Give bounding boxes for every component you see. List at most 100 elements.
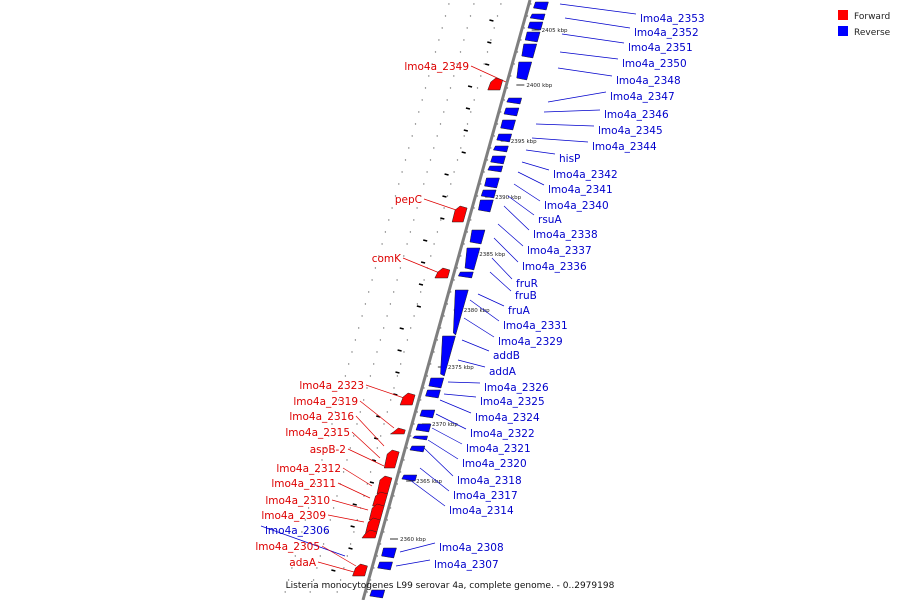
scale-tick-label: 2395 kbp — [511, 139, 537, 145]
reverse-label-leader — [521, 161, 550, 171]
scale-dot — [493, 135, 495, 137]
scale-dot — [334, 411, 336, 413]
scale-dot — [364, 303, 367, 305]
reverse-gene-label: lmo4a_2336 — [522, 261, 587, 273]
forward-gene-label: lmo4a_2305 — [255, 541, 320, 553]
reverse-label-leader — [559, 51, 619, 60]
scale-dot — [449, 87, 452, 89]
reverse-label-leader — [477, 293, 505, 307]
scale-tick-label: 2400 kbp — [526, 83, 552, 89]
scale-dot — [418, 111, 420, 113]
scale-dot — [324, 447, 326, 449]
minor-tick — [397, 349, 402, 352]
forward-label-leader — [342, 467, 373, 487]
scale-tick-label: 2370 kbp — [432, 422, 458, 428]
scale-tick-label: 2390 kbp — [495, 195, 521, 201]
scale-dot — [383, 423, 385, 425]
scale-dot — [374, 267, 377, 269]
scale-dot — [294, 555, 296, 557]
minor-tick — [463, 129, 469, 132]
reverse-gene-label: lmo4a_2314 — [449, 505, 514, 517]
scale-dot — [420, 399, 422, 401]
minor-tick — [467, 85, 473, 88]
scale-dot — [312, 579, 315, 581]
legend-swatch-forward — [838, 10, 848, 20]
scale-dot — [413, 423, 415, 425]
forward-gene-label: adaA — [289, 557, 317, 569]
scale-dot — [434, 51, 437, 53]
reverse-gene-feature — [503, 107, 520, 117]
scale-dot — [440, 219, 442, 221]
scale-dot — [480, 183, 482, 185]
scale-dot — [358, 327, 360, 329]
scale-dot — [396, 483, 398, 485]
gene-features — [352, 1, 549, 599]
minor-tick — [489, 19, 494, 22]
scale-dot — [430, 255, 432, 257]
reverse-gene-label: lmo4a_2340 — [544, 200, 609, 212]
reverse-label-leader — [513, 183, 541, 202]
scale-dot — [436, 339, 439, 341]
scale-dot — [321, 459, 323, 461]
scale-dot — [346, 459, 348, 461]
scale-dot — [410, 435, 412, 437]
scale-dot — [328, 435, 330, 437]
genome-backbone — [361, 0, 532, 600]
scale-dot — [389, 303, 392, 305]
reverse-label-leader — [517, 171, 545, 186]
forward-gene-label: lmo4a_2349 — [404, 61, 469, 73]
legend: Forward Reverse — [838, 10, 891, 38]
reverse-label-leader — [439, 399, 472, 414]
reverse-gene-label: lmo4a_2352 — [634, 27, 699, 39]
scale-dot — [416, 207, 418, 209]
minor-tick — [423, 239, 428, 242]
scale-dot — [379, 339, 382, 341]
scale-dot — [398, 183, 400, 185]
reverse-gene-label: lmo4a_2308 — [439, 542, 504, 554]
scale-dot — [373, 363, 375, 365]
reverse-gene-label: lmo4a_2307 — [434, 559, 499, 571]
scale-dot — [332, 507, 335, 509]
forward-label-leader — [347, 448, 385, 467]
scale-dot — [400, 363, 402, 365]
scale-tick-label: 2405 kbp — [542, 28, 568, 34]
reverse-label-leader — [489, 271, 512, 292]
genome-caption: Listeria monocytogenes L99 serovar 4a, c… — [286, 581, 615, 591]
reverse-gene-label: lmo4a_2322 — [470, 428, 535, 440]
scale-dot — [349, 543, 352, 545]
reverse-label-leader — [427, 439, 459, 460]
scale-dot — [414, 123, 417, 125]
reverse-gene-label: lmo4a_2317 — [453, 490, 518, 502]
scale-dot — [424, 87, 427, 89]
forward-gene-label: lmo4a_2312 — [276, 463, 341, 475]
reverse-gene-feature — [516, 61, 533, 81]
reverse-label-leader — [497, 223, 524, 247]
minor-tick — [444, 173, 449, 176]
scale-dot — [390, 399, 392, 401]
scale-dot — [473, 3, 475, 5]
reverse-gene-feature — [401, 474, 418, 482]
reverse-gene-label: lmo4a_2318 — [457, 475, 522, 487]
scale-dot — [316, 567, 318, 569]
scale-dot — [348, 363, 350, 365]
scale-dot — [393, 387, 395, 389]
minor-tick — [487, 41, 492, 44]
reverse-label-leader — [399, 542, 436, 553]
reverse-gene-label: lmo4a_2348 — [616, 75, 681, 87]
minor-tick — [420, 261, 426, 264]
scale-dot — [371, 279, 373, 281]
scale-dot — [456, 63, 458, 65]
forward-gene-feature — [364, 517, 381, 535]
reverse-gene-label: lmo4a_2324 — [475, 412, 540, 424]
reverse-label-leader — [507, 195, 535, 216]
scale-dot — [470, 219, 472, 221]
scale-dot — [383, 327, 385, 329]
scale-dot — [444, 15, 447, 17]
forward-label-leader — [337, 482, 371, 499]
scale-dot — [480, 75, 482, 77]
reverse-gene-label: lmo4a_2347 — [610, 91, 675, 103]
minor-tick — [348, 547, 353, 550]
scale-dot — [496, 123, 499, 125]
reverse-gene-feature — [527, 21, 544, 31]
